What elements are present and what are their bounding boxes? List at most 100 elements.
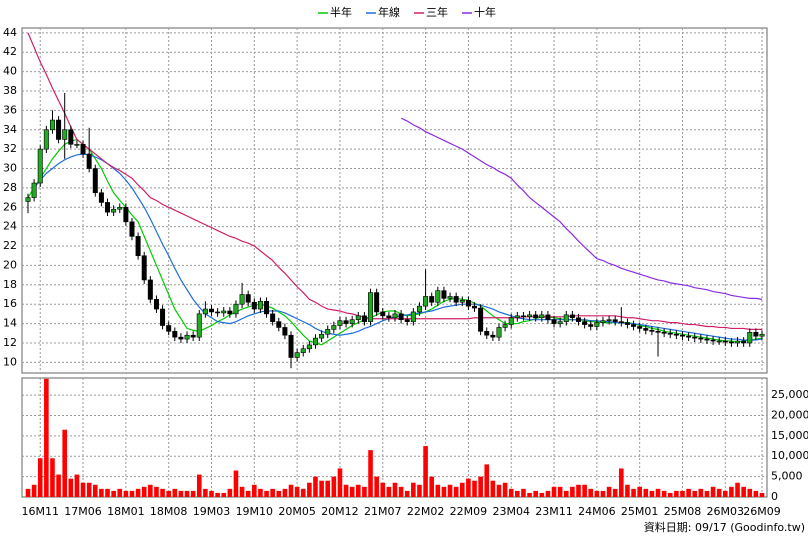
- volume-bar: [276, 490, 282, 497]
- candle-body: [747, 331, 753, 344]
- candle-body: [686, 335, 692, 338]
- volume-bar: [643, 488, 649, 497]
- candle-body: [160, 308, 166, 326]
- y-tick-label: 38: [3, 84, 17, 97]
- candle-body: [423, 296, 429, 307]
- candle-body: [606, 319, 612, 321]
- x-tick-label: 23M04: [492, 505, 530, 518]
- candle-body: [153, 299, 159, 310]
- y-tick-label: 26: [3, 200, 17, 213]
- candle-body: [447, 296, 453, 299]
- volume-bar: [692, 490, 698, 497]
- candle-body: [416, 305, 422, 313]
- candle-body: [68, 129, 74, 145]
- volume-bar: [190, 490, 196, 497]
- volume-bar: [221, 492, 227, 497]
- volume-bar: [600, 490, 606, 497]
- volume-bar: [496, 484, 502, 497]
- candle-body: [117, 206, 123, 210]
- candle-body: [43, 129, 49, 150]
- candle-body: [227, 310, 233, 315]
- x-tick-label: 22M09: [450, 505, 488, 518]
- candle-body: [569, 314, 575, 319]
- candle-body: [62, 129, 68, 140]
- volume-bar: [362, 486, 367, 497]
- candle-body: [239, 294, 245, 305]
- volume-bar: [294, 486, 300, 497]
- volume-bar: [649, 490, 655, 497]
- volume-bar: [184, 490, 190, 497]
- volume-bar: [92, 484, 98, 497]
- candle-body: [484, 331, 490, 336]
- volume-bar: [753, 490, 759, 497]
- candle-body: [245, 294, 251, 303]
- volume-bar: [521, 488, 526, 497]
- volume-bar: [686, 488, 691, 497]
- candle-body: [37, 148, 43, 184]
- x-tick-label: 21M07: [364, 505, 402, 518]
- volume-bar: [37, 458, 43, 497]
- x-tick-label: 25M08: [664, 505, 702, 518]
- candle-body: [631, 324, 637, 327]
- candle-body: [404, 319, 410, 322]
- candle-body: [643, 328, 649, 331]
- candle-body: [31, 182, 37, 198]
- volume-bar: [680, 490, 685, 497]
- volume-bar: [411, 482, 416, 497]
- volume-bar: [741, 486, 746, 497]
- candle-body: [722, 340, 728, 343]
- volume-bar: [233, 470, 239, 497]
- candle-body: [435, 290, 441, 303]
- volume-bar: [209, 490, 214, 497]
- volume-bar: [704, 490, 710, 497]
- volume-bar: [380, 482, 386, 497]
- volume-bar: [300, 488, 306, 497]
- candle-body: [300, 348, 306, 353]
- volume-bar: [154, 486, 159, 497]
- candle-body: [557, 321, 563, 324]
- volume-bar: [625, 484, 630, 497]
- x-tick-label: 19M03: [193, 505, 231, 518]
- volume-bar: [502, 482, 508, 497]
- volume-bar: [44, 378, 49, 497]
- candle-body: [147, 279, 153, 300]
- volume-bar: [245, 490, 251, 497]
- volume-bar: [637, 486, 642, 497]
- candle-body: [190, 334, 196, 338]
- candle-body: [135, 236, 141, 257]
- volume-bar: [576, 484, 581, 497]
- volume-bar: [178, 490, 184, 497]
- volume-bar: [570, 486, 575, 497]
- volume-bar: [313, 476, 318, 497]
- volume-bar: [563, 490, 569, 497]
- candle-body: [612, 319, 618, 322]
- price-panel: [21, 27, 768, 374]
- volume-bar: [478, 476, 483, 497]
- volume-bar: [466, 478, 471, 497]
- volume-bar: [160, 488, 165, 497]
- y-tick-label: 24: [3, 220, 17, 233]
- candle-body: [264, 300, 270, 315]
- volume-bar: [80, 482, 86, 497]
- x-tick-label: 26M03: [707, 505, 745, 518]
- y2-tick-label: 25,000: [771, 388, 808, 401]
- volume-bar: [508, 488, 514, 497]
- volume-bar: [386, 486, 392, 497]
- candle-body: [679, 334, 685, 337]
- volume-bar: [459, 482, 465, 497]
- ma-line: [33, 153, 763, 341]
- candle-body: [539, 314, 545, 319]
- candle-body: [649, 330, 655, 332]
- volume-bar: [196, 474, 202, 497]
- candle-body: [618, 321, 624, 323]
- volume-bar: [398, 486, 404, 497]
- candle-body: [111, 208, 117, 213]
- volume-bar: [270, 488, 275, 497]
- x-tick-label: 22M02: [407, 505, 445, 518]
- volume-bar: [606, 486, 612, 497]
- volume-bar: [533, 490, 538, 497]
- volume-bar: [423, 446, 428, 497]
- candle-body: [386, 315, 392, 319]
- volume-bar: [747, 488, 753, 497]
- volume-bar: [31, 484, 37, 497]
